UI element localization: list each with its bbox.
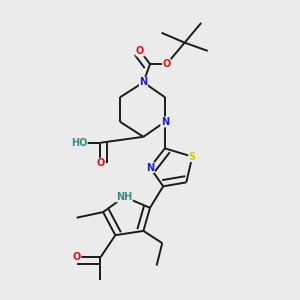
Text: O: O xyxy=(162,59,171,69)
Text: O: O xyxy=(96,158,105,168)
Text: S: S xyxy=(189,152,196,162)
Text: N: N xyxy=(146,163,154,172)
Text: O: O xyxy=(73,252,81,262)
Text: HO: HO xyxy=(71,138,87,148)
Text: N: N xyxy=(161,117,169,127)
Text: N: N xyxy=(139,77,148,87)
Text: NH: NH xyxy=(116,192,132,202)
Text: O: O xyxy=(136,46,144,56)
